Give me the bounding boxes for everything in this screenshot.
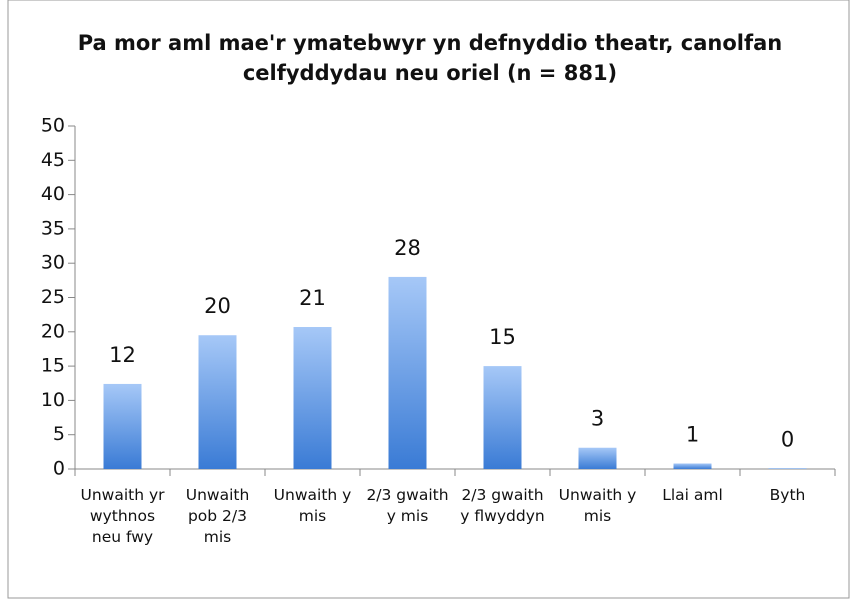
y-tick-label: 10 <box>41 389 65 411</box>
y-tick-label: 20 <box>41 320 65 342</box>
x-tick-label: Unwaith y mis <box>558 486 637 525</box>
value-label: 12 <box>109 343 136 367</box>
bar <box>198 335 237 469</box>
bar <box>293 326 332 469</box>
frame <box>7 0 850 599</box>
x-tick-label: 2/3 gwaith y mis <box>366 486 449 525</box>
chart-title: Pa mor aml mae'r ymatebwyr yn defnyddio … <box>77 31 783 85</box>
bar <box>388 276 427 469</box>
y-tick-label: 25 <box>41 286 65 308</box>
value-label: 15 <box>489 325 516 349</box>
x-tick-label: Llai aml <box>662 486 723 504</box>
value-label: 20 <box>204 294 231 318</box>
value-label: 3 <box>591 407 604 431</box>
y-tick-label: 0 <box>53 458 65 480</box>
y-tick-label: 5 <box>53 423 65 445</box>
y-tick-label: 30 <box>41 252 65 274</box>
x-tick-label: Byth <box>769 486 806 504</box>
y-tick-label: 50 <box>41 115 65 137</box>
bar <box>673 463 712 469</box>
bar <box>103 383 142 469</box>
value-label: 28 <box>394 236 421 260</box>
value-label: 0 <box>781 427 794 451</box>
x-tick-label: 2/3 gwaith y flwyddyn <box>460 486 545 525</box>
bar <box>483 366 522 469</box>
y-tick-label: 40 <box>41 183 65 205</box>
x-tick-label: Unwaith y mis <box>273 486 352 525</box>
x-tick-label: Unwaith yr wythnos neu fwy <box>80 486 165 546</box>
x-tick-label: Unwaith pob 2/3 mis <box>185 486 250 546</box>
value-label: 21 <box>299 286 326 310</box>
bar <box>768 468 807 469</box>
y-tick-label: 35 <box>41 217 65 239</box>
bar <box>578 447 617 469</box>
y-tick-label: 45 <box>41 149 65 171</box>
y-tick-label: 15 <box>41 355 65 377</box>
value-label: 1 <box>686 423 699 447</box>
